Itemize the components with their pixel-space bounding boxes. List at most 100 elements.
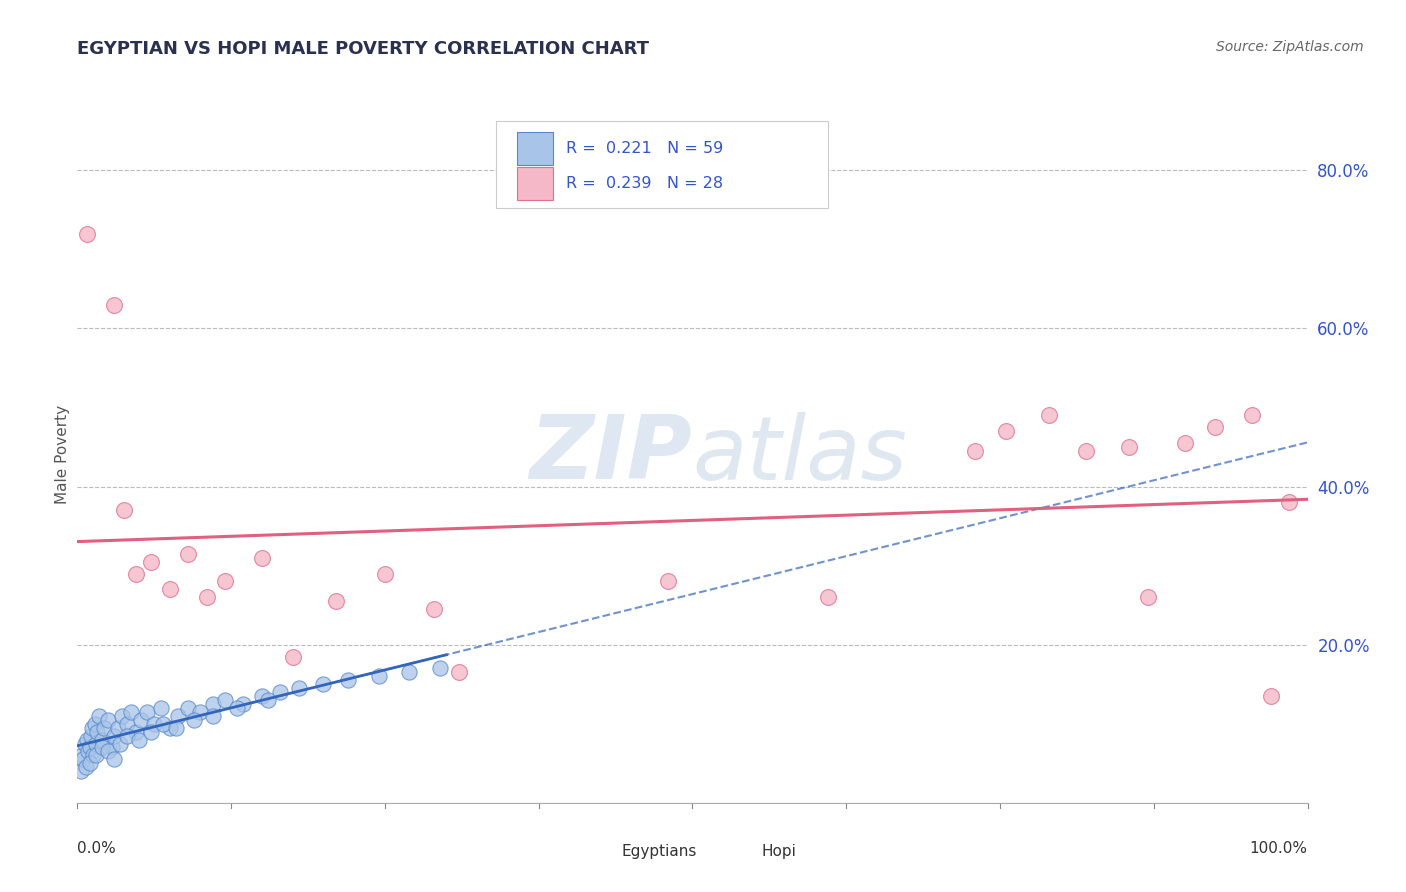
Point xyxy=(112,503,135,517)
Point xyxy=(195,591,218,605)
Point xyxy=(142,716,165,731)
FancyBboxPatch shape xyxy=(496,121,828,208)
Point xyxy=(214,693,236,707)
Point xyxy=(1076,444,1098,458)
Point xyxy=(75,760,97,774)
Point xyxy=(447,665,470,680)
Point xyxy=(965,444,987,458)
Point xyxy=(1038,409,1060,423)
Text: R =  0.221   N = 59: R = 0.221 N = 59 xyxy=(565,141,723,156)
Point xyxy=(159,582,181,597)
Point xyxy=(1260,689,1282,703)
Point xyxy=(121,705,143,719)
Point xyxy=(103,752,125,766)
Point xyxy=(312,677,335,691)
Point xyxy=(80,729,103,743)
Point xyxy=(76,732,98,747)
Point xyxy=(159,721,181,735)
Point xyxy=(232,697,254,711)
Point xyxy=(214,574,236,589)
Point xyxy=(429,661,451,675)
Point xyxy=(177,701,200,715)
Point xyxy=(1136,591,1159,605)
Point xyxy=(201,697,224,711)
Point xyxy=(79,740,101,755)
Point xyxy=(817,591,839,605)
Point xyxy=(288,681,311,695)
FancyBboxPatch shape xyxy=(516,132,554,166)
FancyBboxPatch shape xyxy=(588,834,614,854)
Text: Hopi: Hopi xyxy=(762,844,796,859)
Point xyxy=(90,732,114,747)
Point xyxy=(129,713,153,727)
Point xyxy=(1278,495,1301,509)
Point xyxy=(374,566,396,581)
Text: ZIP: ZIP xyxy=(530,411,693,499)
Point xyxy=(150,701,173,715)
Point xyxy=(70,764,93,779)
Point xyxy=(86,724,108,739)
Point xyxy=(82,721,104,735)
Point xyxy=(83,716,105,731)
Point xyxy=(1118,440,1140,454)
Point xyxy=(1174,436,1197,450)
Point xyxy=(250,689,273,703)
Point xyxy=(152,716,174,731)
Point xyxy=(423,602,446,616)
FancyBboxPatch shape xyxy=(516,167,554,201)
Text: 100.0%: 100.0% xyxy=(1250,841,1308,856)
Point xyxy=(141,724,163,739)
Point xyxy=(125,566,148,581)
Point xyxy=(165,721,187,735)
Point xyxy=(84,737,107,751)
Point xyxy=(72,752,94,766)
Point xyxy=(101,740,124,755)
Point xyxy=(201,708,224,723)
Text: Egyptians: Egyptians xyxy=(621,844,696,859)
Point xyxy=(398,665,420,680)
Point xyxy=(110,737,132,751)
Point xyxy=(188,705,212,719)
Text: atlas: atlas xyxy=(693,412,907,498)
Point xyxy=(141,555,163,569)
Point xyxy=(76,227,98,241)
Point xyxy=(82,748,104,763)
Point xyxy=(97,744,120,758)
Point xyxy=(93,721,115,735)
Point xyxy=(1204,420,1226,434)
Point xyxy=(257,693,280,707)
FancyBboxPatch shape xyxy=(727,834,754,854)
Point xyxy=(79,756,101,771)
Point xyxy=(107,721,129,735)
Point xyxy=(325,594,347,608)
Point xyxy=(995,424,1018,438)
Point xyxy=(97,713,120,727)
Point xyxy=(167,708,190,723)
Point xyxy=(337,673,360,688)
Point xyxy=(177,547,200,561)
Point xyxy=(1241,409,1264,423)
Point xyxy=(657,574,679,589)
Point xyxy=(250,550,273,565)
Point xyxy=(111,708,132,723)
Point xyxy=(125,724,148,739)
Point xyxy=(115,716,138,731)
Text: EGYPTIAN VS HOPI MALE POVERTY CORRELATION CHART: EGYPTIAN VS HOPI MALE POVERTY CORRELATIO… xyxy=(77,40,650,58)
Point xyxy=(269,685,291,699)
Text: R =  0.239   N = 28: R = 0.239 N = 28 xyxy=(565,176,723,191)
Point xyxy=(84,748,107,763)
Point xyxy=(77,744,100,758)
Point xyxy=(128,732,150,747)
Point xyxy=(115,729,138,743)
Point xyxy=(90,740,114,755)
Y-axis label: Male Poverty: Male Poverty xyxy=(55,405,70,505)
Point xyxy=(73,737,96,751)
Point xyxy=(183,713,205,727)
Point xyxy=(70,748,93,763)
Text: Source: ZipAtlas.com: Source: ZipAtlas.com xyxy=(1216,40,1364,54)
Point xyxy=(367,669,389,683)
Point xyxy=(226,701,249,715)
Point xyxy=(103,298,125,312)
Text: 0.0%: 0.0% xyxy=(77,841,117,856)
Point xyxy=(89,708,111,723)
